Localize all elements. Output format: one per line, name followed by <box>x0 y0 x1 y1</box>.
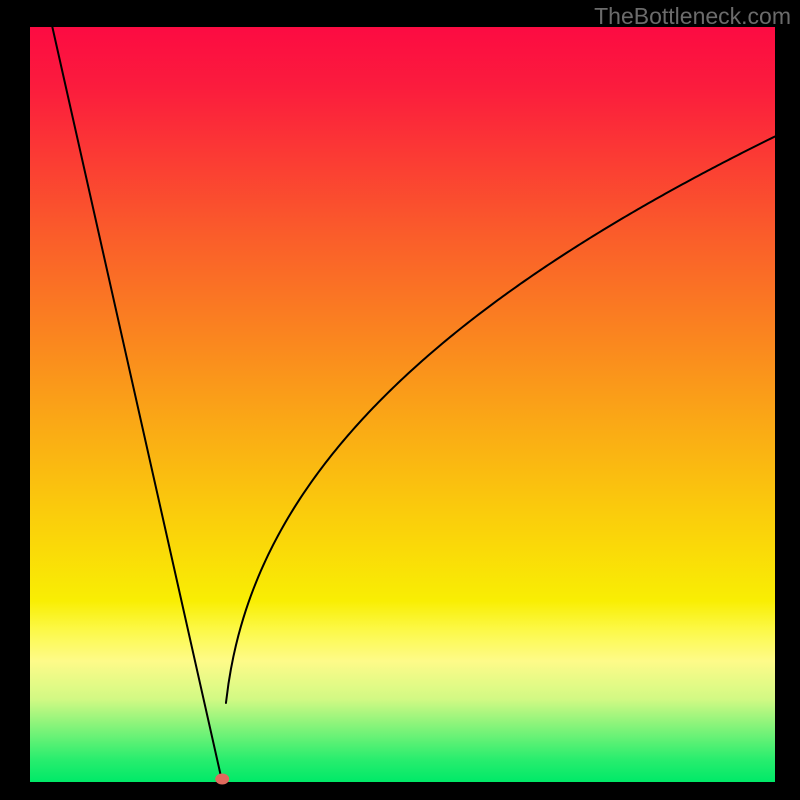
minimum-marker <box>215 773 229 784</box>
chart-frame: TheBottleneck.com <box>0 0 800 800</box>
attribution-text: TheBottleneck.com <box>594 3 791 30</box>
plot-area <box>30 27 775 782</box>
bottleneck-curve <box>30 27 775 782</box>
